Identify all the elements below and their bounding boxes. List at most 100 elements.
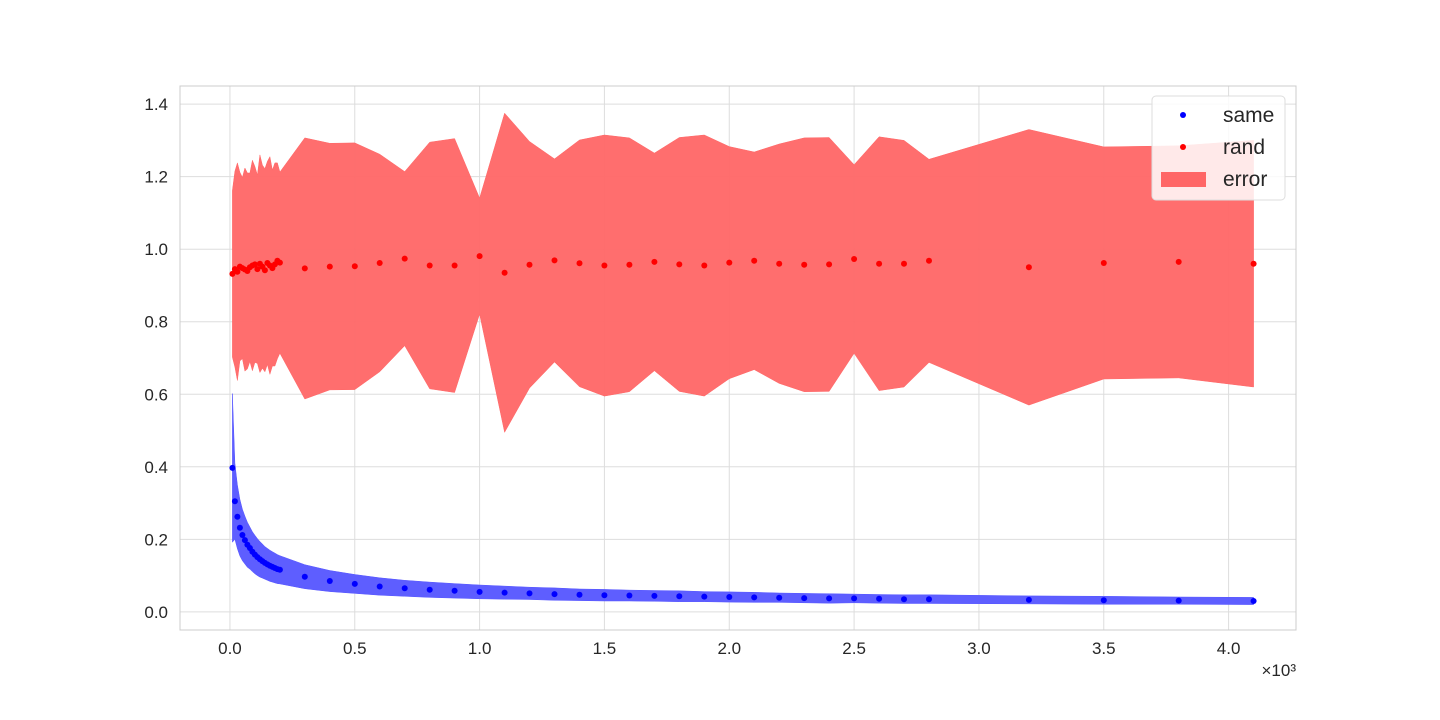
y-tick-label: 0.8 (144, 313, 168, 332)
point-rand (751, 257, 758, 264)
y-tick-label: 0.4 (144, 458, 168, 477)
y-tick-label: 0.0 (144, 603, 168, 622)
point-rand (261, 267, 268, 274)
point-rand (254, 266, 261, 273)
point-same (1175, 597, 1182, 604)
y-tick-label: 0.6 (144, 385, 168, 404)
point-rand (1175, 258, 1182, 265)
x-scale-offset-label: ×10³ (1262, 661, 1297, 680)
point-rand (1100, 260, 1107, 266)
plot-frame (179, 85, 1297, 631)
x-tick-label: 3.5 (1092, 639, 1116, 658)
error-band-rand (232, 112, 1254, 434)
legend-label-rand: rand (1223, 136, 1265, 159)
point-rand (451, 262, 458, 269)
point-same (776, 594, 783, 601)
point-same (351, 580, 358, 587)
point-same (231, 498, 238, 505)
point-same (676, 593, 683, 600)
point-same (239, 532, 246, 538)
point-rand (876, 260, 883, 267)
point-same (701, 593, 708, 600)
x-tick-label: 1.5 (593, 639, 617, 658)
x-tick-label: 3.0 (967, 639, 991, 658)
point-same (851, 595, 858, 602)
x-tick-label: 1.0 (468, 639, 492, 658)
legend-marker-same (1180, 112, 1186, 118)
point-rand (926, 257, 932, 264)
legend-label-error: error (1223, 168, 1267, 191)
point-rand (651, 258, 658, 265)
point-same (626, 592, 633, 599)
legend: same rand error (1151, 95, 1286, 201)
data-points (229, 253, 1257, 604)
point-rand (229, 270, 236, 277)
point-same (301, 573, 308, 580)
point-rand (401, 255, 408, 262)
point-same (426, 586, 433, 593)
error-bands (232, 112, 1254, 605)
point-rand (301, 265, 308, 272)
point-rand (476, 253, 483, 260)
point-same (826, 595, 833, 602)
point-rand (376, 260, 383, 266)
point-rand (1025, 264, 1032, 271)
legend-patch-error (1161, 172, 1206, 187)
point-same (876, 595, 883, 602)
point-same (236, 524, 243, 531)
point-same (234, 513, 241, 520)
x-tick-label: 0.5 (343, 639, 367, 658)
y-tick-label: 0.2 (144, 530, 168, 549)
point-same (901, 596, 907, 603)
point-same (326, 578, 333, 584)
point-rand (234, 268, 241, 275)
point-rand (501, 269, 508, 276)
point-rand (576, 260, 583, 267)
y-tick-label: 1.4 (144, 95, 168, 114)
y-tick-label: 1.2 (144, 168, 168, 187)
point-rand (676, 261, 683, 268)
point-same (376, 583, 383, 590)
point-same (526, 590, 533, 597)
x-tick-label: 2.0 (717, 639, 741, 658)
point-rand (851, 256, 858, 262)
point-rand (276, 259, 283, 266)
point-rand (426, 262, 433, 269)
point-rand (626, 261, 633, 268)
point-same (651, 592, 658, 599)
point-same (229, 464, 236, 471)
point-rand (776, 260, 783, 267)
point-same (801, 595, 808, 602)
point-same (476, 588, 483, 595)
point-rand (901, 260, 907, 267)
point-rand (1250, 260, 1257, 267)
point-rand (801, 261, 808, 268)
point-same (451, 587, 458, 594)
point-same (551, 591, 558, 598)
point-same (601, 592, 608, 599)
point-rand (251, 261, 258, 268)
point-rand (351, 263, 358, 270)
point-same (751, 594, 758, 601)
point-same (241, 537, 248, 544)
point-rand (726, 259, 733, 266)
error-band-same (232, 393, 1254, 605)
point-rand (326, 263, 333, 270)
point-same (1250, 598, 1257, 604)
legend-marker-rand (1180, 144, 1186, 150)
legend-label-same: same (1223, 104, 1274, 127)
point-rand (601, 262, 608, 269)
point-same (501, 589, 508, 596)
point-same (401, 585, 408, 592)
tick-labels: 0.0 0.5 1.0 1.5 2.0 2.5 3.0 3.5 4.0 0.0 0.2 0.4 0.6 0… (144, 95, 1240, 658)
point-same (1025, 596, 1032, 603)
point-same (726, 594, 733, 600)
point-same (1100, 597, 1107, 604)
point-same (276, 566, 283, 573)
x-tick-label: 4.0 (1217, 639, 1241, 658)
x-tick-label: 0.0 (218, 639, 242, 658)
point-same (926, 596, 932, 603)
y-tick-label: 1.0 (144, 240, 168, 259)
x-tick-label: 2.5 (842, 639, 866, 658)
